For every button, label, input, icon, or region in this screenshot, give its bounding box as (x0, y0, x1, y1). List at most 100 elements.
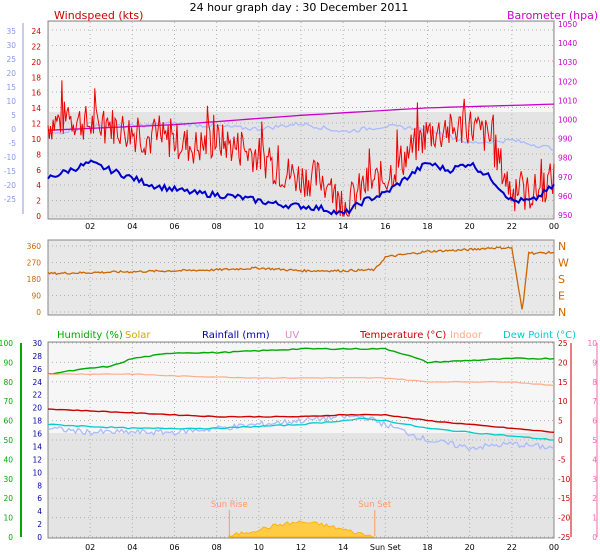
baro-tick-label: 1050 (558, 20, 577, 29)
humidity-tick-label: 80 (3, 378, 13, 387)
legend-label: Temperature (°C) (359, 330, 446, 341)
baro-tick-label: 970 (558, 173, 573, 182)
baro-tick-label: 960 (558, 192, 573, 201)
dewpoint-tick-label: 7 (592, 397, 597, 406)
temp-tick-label: -5 (558, 455, 566, 464)
temp-tick-label: -15 (558, 494, 570, 503)
x-tick-label: 08 (212, 222, 222, 231)
outer-left-tick-label: 10 (6, 97, 16, 106)
x-tick-label: 10 (254, 543, 264, 552)
temp-tick-label: -25 (558, 533, 570, 542)
temperature-line (47, 408, 555, 433)
wind-tick-label: 18 (31, 73, 41, 82)
dewpoint-tick-label: 3 (592, 475, 597, 484)
humidity-tick-label: 70 (3, 397, 13, 406)
x-tick-label: 08 (212, 543, 222, 552)
x-tick-label: 04 (127, 222, 137, 231)
rain-tick-label: 2 (37, 520, 42, 529)
temp-tick-label: -10 (558, 475, 570, 484)
humidity-tick-label: 100 (0, 339, 13, 348)
outer-left-tick-label: -20 (4, 181, 16, 190)
direction-tick-label: 90 (31, 292, 41, 301)
dewpoint-tick-label: 5 (592, 436, 597, 445)
baro-tick-label: 1040 (558, 39, 577, 48)
wind-tick-label: 16 (31, 89, 41, 98)
wind-tick-label: 6 (36, 166, 41, 175)
outer-left-tick-label: 20 (6, 69, 16, 78)
outer-left-tick-label: -25 (4, 195, 16, 204)
outer-left-tick-label: -5 (9, 139, 17, 148)
dewpoint-tick-label: 9 (592, 358, 597, 367)
wind-tick-label: 24 (31, 27, 41, 36)
dewpoint-tick-label: 10 (587, 339, 597, 348)
apparent-temp-line (47, 121, 555, 152)
temp-tick-label: 0 (558, 436, 563, 445)
x-tick-label: 00 (549, 543, 559, 552)
rain-tick-label: 18 (32, 417, 42, 426)
compass-label: N (558, 240, 566, 253)
baro-tick-label: 980 (558, 154, 573, 163)
baro-tick-label: 1000 (558, 116, 577, 125)
x-tick-label: 20 (465, 222, 475, 231)
x-tick-label: 12 (296, 543, 306, 552)
wind-tick-label: 0 (36, 212, 41, 221)
wind-title: Windspeed (kts) (54, 9, 143, 22)
x-tick-label: 16 (380, 222, 390, 231)
rain-tick-label: 30 (32, 339, 42, 348)
x-tick-label: 02 (85, 222, 95, 231)
temp-tick-label: 10 (558, 397, 568, 406)
x-tick-label: 18 (422, 543, 432, 552)
outer-left-tick-label: 5 (11, 111, 16, 120)
windspeed-line (47, 80, 555, 217)
x-tick-label: 22 (507, 543, 517, 552)
temp-tick-label: 25 (558, 339, 568, 348)
temp-tick-label: -20 (558, 514, 570, 523)
legend-label: Dew Point (°C) (503, 330, 576, 341)
x-tick-label: 18 (422, 222, 432, 231)
humidity-tick-label: 10 (3, 514, 13, 523)
x-tick-label: 00 (549, 222, 559, 231)
wind-tick-label: 20 (31, 58, 41, 67)
humidity-tick-label: 20 (3, 494, 13, 503)
baro-title: Barometer (hpa) (507, 9, 598, 22)
outer-left-tick-label: 0 (11, 125, 16, 134)
legend-label: UV (285, 330, 299, 341)
rain-tick-label: 22 (32, 391, 42, 400)
rain-tick-label: 14 (32, 442, 42, 451)
baro-tick-label: 1010 (558, 96, 577, 105)
outer-left-tick-label: 25 (6, 55, 16, 64)
temp-tick-label: 15 (558, 378, 568, 387)
outer-left-tick-label: 30 (6, 41, 16, 50)
dewpoint-tick-label: 1 (592, 514, 597, 523)
wind-tick-label: 8 (36, 150, 41, 159)
temp-tick-label: 5 (558, 417, 563, 426)
temp-tick-label: 20 (558, 358, 568, 367)
sun-annotation: Sun Rise (211, 500, 248, 510)
wind-tick-label: 14 (31, 104, 41, 113)
x-tick-label: 06 (169, 222, 179, 231)
legend-label: Indoor (450, 330, 483, 341)
x-tick-label: 14 (338, 543, 348, 552)
dewpoint-tick-label: 0 (592, 533, 597, 542)
rain-tick-label: 12 (32, 455, 42, 464)
rain-tick-label: 6 (37, 494, 42, 503)
wind-average-line (47, 159, 555, 216)
wind-tick-label: 22 (31, 42, 41, 51)
dewpoint-tick-label: 8 (592, 378, 597, 387)
legend-label: Humidity (%) (57, 330, 123, 341)
baro-tick-label: 1030 (558, 58, 577, 67)
rain-tick-label: 24 (32, 378, 42, 387)
x-tick-label: 02 (85, 543, 95, 552)
humidity-tick-label: 30 (3, 475, 13, 484)
humidity-tick-label: 90 (3, 358, 13, 367)
sun-annotation: Sun Set (358, 500, 391, 510)
page-title: 24 hour graph day : 30 December 2011 (190, 1, 409, 14)
x-tick-label: 06 (169, 543, 179, 552)
compass-label: E (558, 290, 565, 303)
temperature-panel: Humidity (%) Solar Rainfall (mm) UV Temperat… (0, 23, 598, 552)
dew-point-line (47, 417, 554, 441)
barometer-line (47, 103, 555, 131)
humidity-tick-label: 40 (3, 455, 13, 464)
